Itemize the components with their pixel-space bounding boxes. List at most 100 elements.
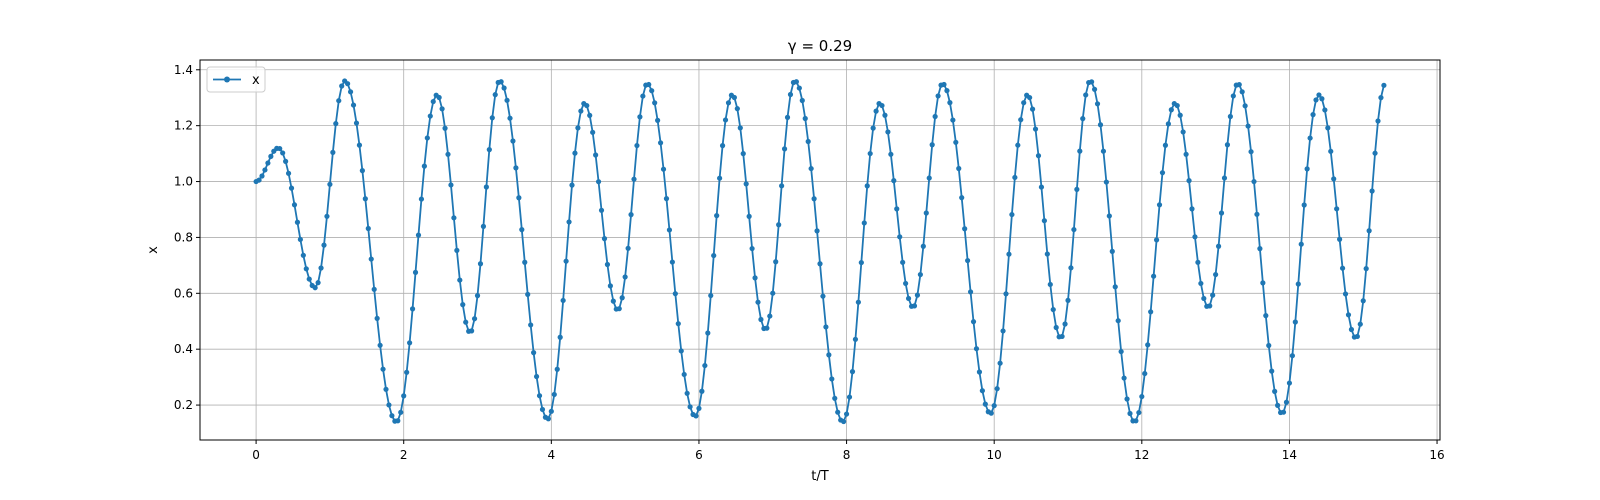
data-point [1091, 86, 1098, 92]
data-point [616, 306, 622, 312]
data-point [855, 299, 861, 305]
data-point [469, 328, 475, 334]
data-point [590, 129, 596, 135]
data-point [1375, 118, 1381, 124]
data-point [507, 115, 513, 121]
data-point [717, 175, 723, 181]
data-point [1363, 266, 1369, 272]
data-point [628, 212, 634, 218]
data-point [333, 120, 339, 127]
data-point [867, 150, 873, 157]
data-point [1213, 271, 1219, 278]
chart-title: γ = 0.29 [788, 37, 852, 55]
data-point [566, 219, 572, 225]
y-tick-label: 0.8 [174, 230, 193, 244]
data-point [1148, 309, 1154, 315]
data-point [967, 289, 974, 295]
data-point [430, 98, 436, 105]
data-point [303, 266, 309, 272]
data-point [858, 259, 864, 266]
data-point [911, 303, 918, 309]
plot-frame [199, 59, 1441, 441]
y-tick-label: 0.6 [174, 286, 193, 300]
data-point [770, 290, 776, 296]
data-point [846, 394, 853, 400]
data-point [1142, 370, 1148, 377]
data-point [1077, 148, 1083, 154]
data-point [1227, 113, 1233, 120]
data-point [1103, 179, 1109, 185]
data-point [1100, 148, 1107, 154]
data-point [1257, 246, 1263, 252]
data-point [923, 210, 929, 216]
data-point [283, 158, 289, 164]
data-point [988, 410, 994, 416]
data-point [1245, 123, 1251, 129]
data-point [663, 196, 670, 202]
data-point [1189, 206, 1195, 212]
y-tick-label: 1.2 [174, 119, 193, 133]
data-point [799, 97, 805, 104]
data-point [737, 125, 743, 131]
data-point [1301, 202, 1307, 208]
data-point [814, 228, 820, 234]
data-point [1112, 284, 1118, 290]
data-point [1295, 281, 1301, 287]
data-point [1381, 82, 1387, 88]
data-point [1127, 410, 1133, 417]
data-point [1319, 96, 1325, 102]
data-point [353, 120, 360, 126]
data-point [935, 93, 941, 99]
data-point [767, 313, 773, 319]
data-point [1260, 280, 1266, 286]
data-point [1325, 125, 1331, 131]
data-point [288, 185, 295, 191]
data-point [584, 102, 590, 109]
data-point [681, 371, 687, 378]
data-point [557, 334, 563, 340]
data-point [894, 206, 900, 212]
data-point [970, 319, 977, 325]
data-point [852, 336, 859, 342]
data-point [510, 138, 516, 144]
data-point [1121, 375, 1127, 381]
data-point [1174, 102, 1180, 109]
data-point [1239, 89, 1245, 95]
data-point [1003, 291, 1009, 297]
x-tick-label: 10 [987, 448, 1002, 462]
data-point [929, 142, 935, 148]
data-point [965, 257, 971, 264]
data-point [888, 151, 894, 157]
data-point [719, 143, 726, 149]
data-point [829, 376, 835, 382]
data-point [516, 195, 522, 201]
data-point [460, 302, 466, 308]
y-axis-label: x [146, 246, 161, 254]
data-point [595, 179, 602, 185]
data-point [1097, 122, 1104, 128]
data-point [959, 195, 965, 201]
data-point [1313, 97, 1319, 103]
data-point [619, 295, 625, 301]
data-point [941, 81, 947, 88]
data-point [1074, 186, 1080, 192]
data-point [1269, 368, 1275, 374]
legend-entry-label: x [252, 73, 260, 88]
data-point [1165, 121, 1171, 127]
series-layer [253, 78, 1387, 425]
data-point [531, 350, 537, 356]
y-tick-label: 0.2 [174, 398, 193, 412]
x-tick-label: 2 [400, 448, 408, 462]
data-point [1378, 95, 1384, 101]
data-point [593, 152, 599, 158]
data-point [1345, 312, 1352, 318]
data-point [1354, 333, 1360, 340]
grid-layer [200, 60, 1440, 440]
data-point [439, 106, 445, 112]
data-point [746, 213, 752, 219]
data-point [1094, 101, 1101, 107]
data-point [1139, 393, 1145, 400]
data-point [1334, 206, 1340, 212]
data-point [569, 182, 575, 188]
data-point [1124, 396, 1130, 402]
